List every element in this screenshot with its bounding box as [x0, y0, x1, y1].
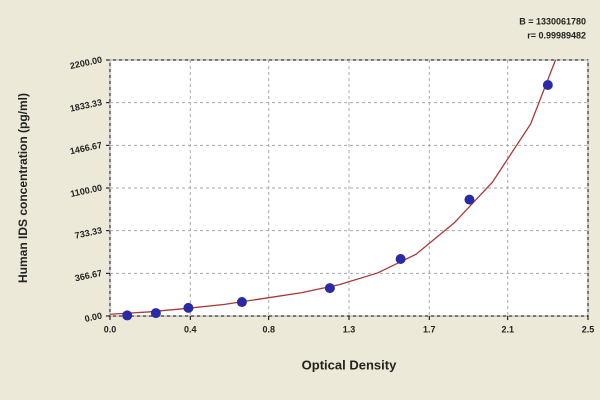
- data-point: [150, 308, 161, 319]
- x-tick-label: 2.5: [582, 324, 595, 334]
- data-point: [236, 297, 247, 308]
- x-tick-label: 1.7: [423, 324, 436, 334]
- data-point: [395, 253, 406, 264]
- data-point: [542, 80, 553, 91]
- x-tick-label: 0.0: [104, 324, 117, 334]
- data-point: [324, 283, 335, 294]
- annotation: B = 1330061780: [519, 16, 586, 26]
- y-tick-label: 0.00: [84, 310, 103, 323]
- x-tick-label: 0.4: [184, 324, 197, 334]
- x-tick-label: 1.3: [343, 324, 356, 334]
- x-tick-label: 2.1: [501, 324, 514, 334]
- x-axis-title: Optical Density: [302, 357, 397, 372]
- x-tick-label: 0.8: [262, 324, 275, 334]
- y-axis-title: Human IDS concentration (pg/ml): [16, 93, 30, 283]
- data-point: [122, 310, 133, 321]
- data-point: [464, 194, 475, 205]
- data-point: [183, 302, 194, 313]
- annotation: r= 0.99989482: [527, 30, 586, 40]
